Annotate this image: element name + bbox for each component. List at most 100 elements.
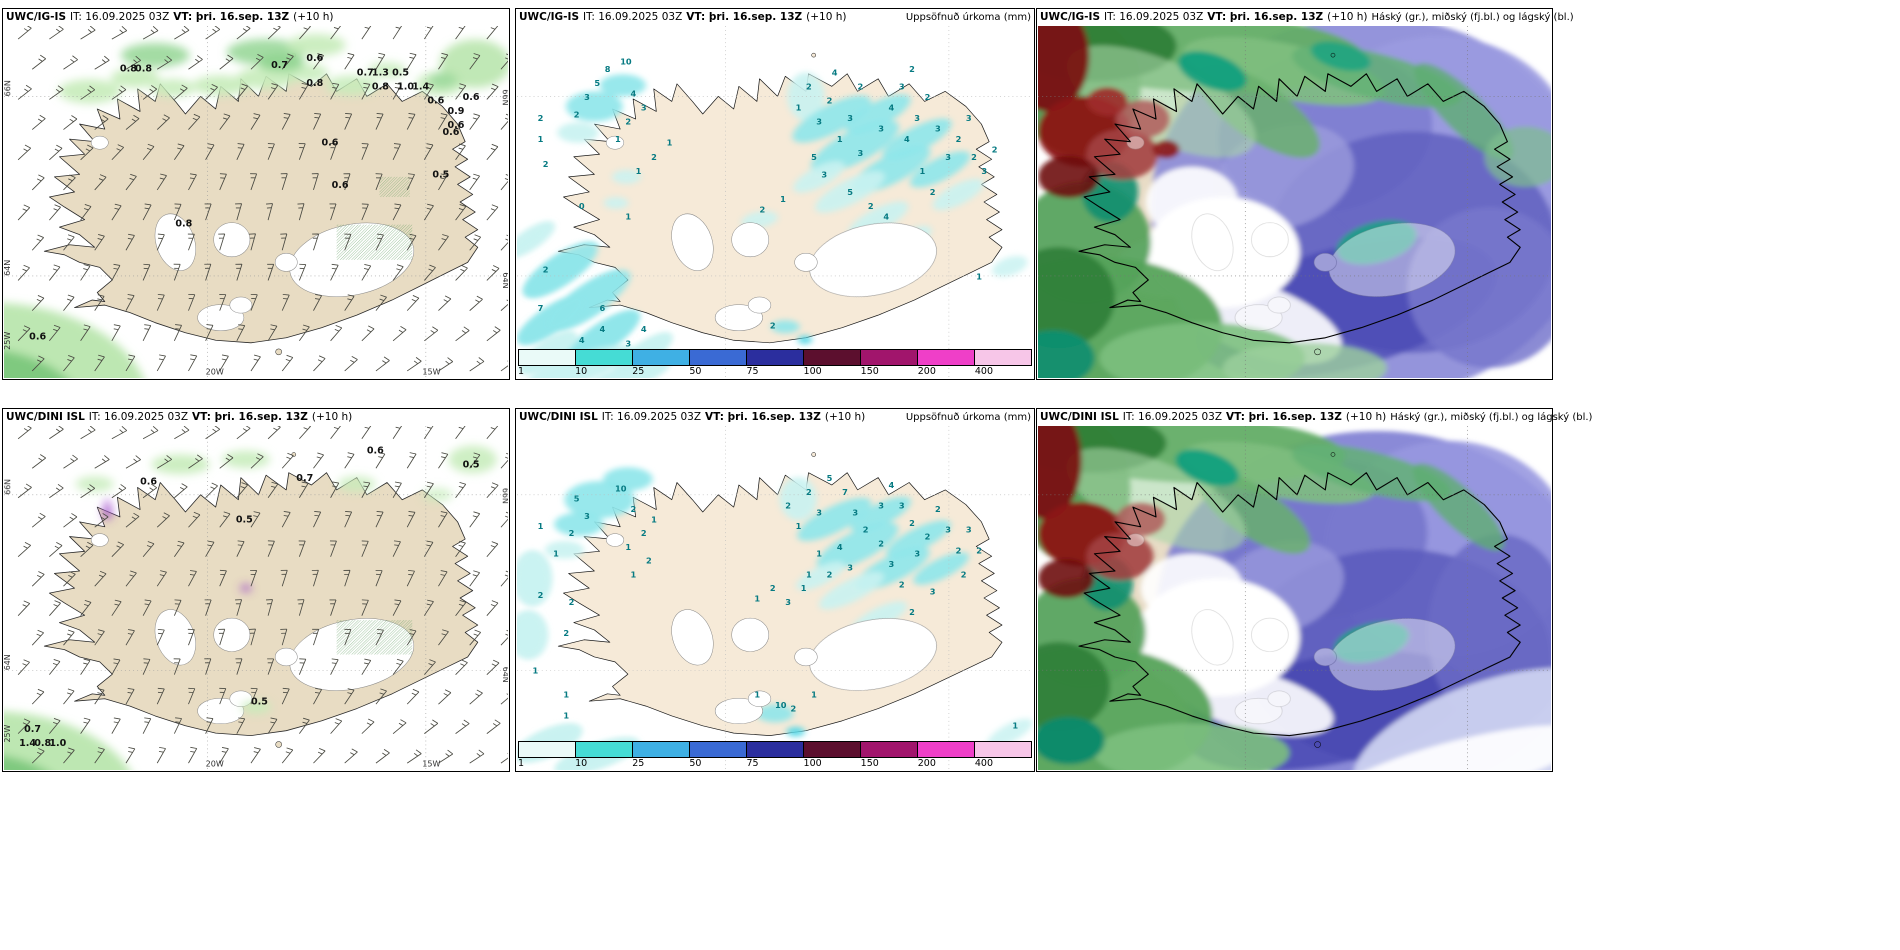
precip-value: 1 [651,515,657,524]
panel-header: UWC/IG-IS IT: 16.09.2025 03Z VT: þri. 16.s… [516,9,1034,26]
iceland-coastline [1078,472,1521,737]
panel-header: UWC/DINI ISL IT: 16.09.2025 03Z VT: þri. 1… [3,409,509,426]
precip-value: 1 [615,134,621,144]
panel-header-left: UWC/IG-IS IT: 16.09.2025 03Z VT: þri. 16.s… [519,9,851,26]
lead-time: (+10 h) [1345,411,1387,423]
precip-green-layer [4,445,497,770]
precipitation-map: 1 2 2 2 3 5 8 10 4 3 2 1 1 2 1 0 1 2 1 1 2 3 2 4 5 3 1 3 2 3 5 2 4 3 4 3 2 4 3… [517,26,1033,378]
precip-value: 2 [806,81,812,91]
colorbar-tick-label: 400 [974,366,994,377]
colorbar-tick-label: 100 [803,758,822,769]
axis-label: 15W [422,760,440,769]
precip-value: 1 [631,571,637,580]
precip-value: 3 [858,148,864,158]
precip-value: 2 [992,145,998,155]
precip-value: 1 [538,522,544,531]
precip-value: 1 [919,166,925,176]
graticule [517,26,1033,378]
island-grimsey [1330,52,1336,58]
precip-value: 2 [806,488,812,497]
panel-header: UWC/IG-IS IT: 16.09.2025 03Z VT: þri. 16.s… [1037,9,1574,26]
panel-header-left: UWC/IG-IS IT: 16.09.2025 03Z VT: þri. 16.s… [1040,9,1372,26]
island-grimsey [1330,452,1336,457]
precip-value: 0 [579,201,585,211]
precip-value: 3 [935,124,941,134]
colorbar-segment [519,350,576,365]
colorbar-tick-label: 1 [518,758,525,769]
axis-label: 20W [206,760,224,769]
colorbar-tick-label: 50 [689,366,702,377]
colorbar-ticks: 1 10 25 50 75 100 150 200 400 [518,758,1032,771]
precip-value: 2 [956,546,962,555]
contour-label: 0.8 [372,81,389,92]
precip-value: 1 [625,543,631,552]
valid-time: VT: þri. 16.sep. 13Z [1207,11,1324,23]
contour-label: 0.6 [367,446,384,457]
cloud-shading-layer [1038,426,1551,770]
contour-label: 0.6 [427,95,444,106]
colorbar-tick-label: 10 [575,758,588,769]
glaciers-layer [606,135,937,331]
contour-label: 0.8 [120,64,137,75]
contour-label: 0.7 [24,724,41,735]
colorbar-segment [576,350,633,365]
precip-value: 4 [889,103,895,113]
precip-value: 5 [811,152,817,162]
precip-value: 2 [770,584,776,593]
colorbar-segment [975,350,1031,365]
precip-value: 2 [909,64,915,74]
precip-value: 3 [878,502,884,511]
colorbar-tick-label: 150 [860,758,879,769]
precip-value: 2 [925,92,931,102]
precip-value: 2 [858,81,864,91]
map-canvas [1038,26,1551,378]
init-time: IT: 16.09.2025 03Z [583,11,683,23]
precip-value: 4 [579,335,585,345]
precip-value: 2 [785,502,791,511]
precip-value: 2 [760,205,766,215]
colorbar-tick-label: 150 [860,366,879,377]
contour-label: 0.6 [140,477,157,488]
precip-value: 7 [538,303,544,313]
colorbar-segment [633,350,690,365]
axis-label: 64N [4,654,12,670]
colorbar-segment [747,742,804,757]
colorbar-tick-label: 10 [575,366,588,377]
graticule [4,26,508,378]
colorbar-segment [690,742,747,757]
precip-value: 2 [651,152,657,162]
colorbar-segment [861,742,918,757]
iceland-coastline [1078,73,1521,344]
axis-label: 66N [4,80,12,96]
precip-value: 3 [847,564,853,573]
precip-value: 1 [816,550,822,559]
precip-value: 1 [837,134,843,144]
glaciers-layer [1126,533,1456,725]
precip-value: 5 [574,495,580,504]
axis-label: 20W [206,367,224,376]
contour-label: 0.6 [442,127,459,138]
precip-value: 3 [816,117,822,127]
panel-title-right: Uppsöfnuð úrkoma (mm) [905,12,1031,23]
precip-value: 2 [930,187,936,197]
precip-value: 2 [899,581,905,590]
init-time: IT: 16.09.2025 03Z [1104,11,1204,23]
panel-header: UWC/DINI ISL IT: 16.09.2025 03Z VT: þri. 1… [516,409,1034,426]
precip-value: 4 [883,212,889,222]
lead-time: (+10 h) [311,411,353,423]
precip-value: 3 [852,509,858,518]
precip-value: 2 [538,113,544,123]
contour-label: 0.7 [357,67,374,78]
panel-header-left: UWC/DINI ISL IT: 16.09.2025 03Z VT: þri. 1… [1040,409,1390,426]
colorbar-ticks: 1 10 25 50 75 100 150 200 400 [518,366,1032,379]
panel-clouds-uwc-dini-isl: UWC/DINI ISL IT: 16.09.2025 03Z VT: þri. 1… [1036,408,1592,772]
precip-value: 2 [569,529,575,538]
precip-value: 1 [796,103,802,113]
precip-value: 3 [785,598,791,607]
precip-value: 2 [625,117,631,127]
precip-value: 2 [631,505,637,514]
glaciers-layer [606,533,937,725]
init-time: IT: 16.09.2025 03Z [70,11,170,23]
